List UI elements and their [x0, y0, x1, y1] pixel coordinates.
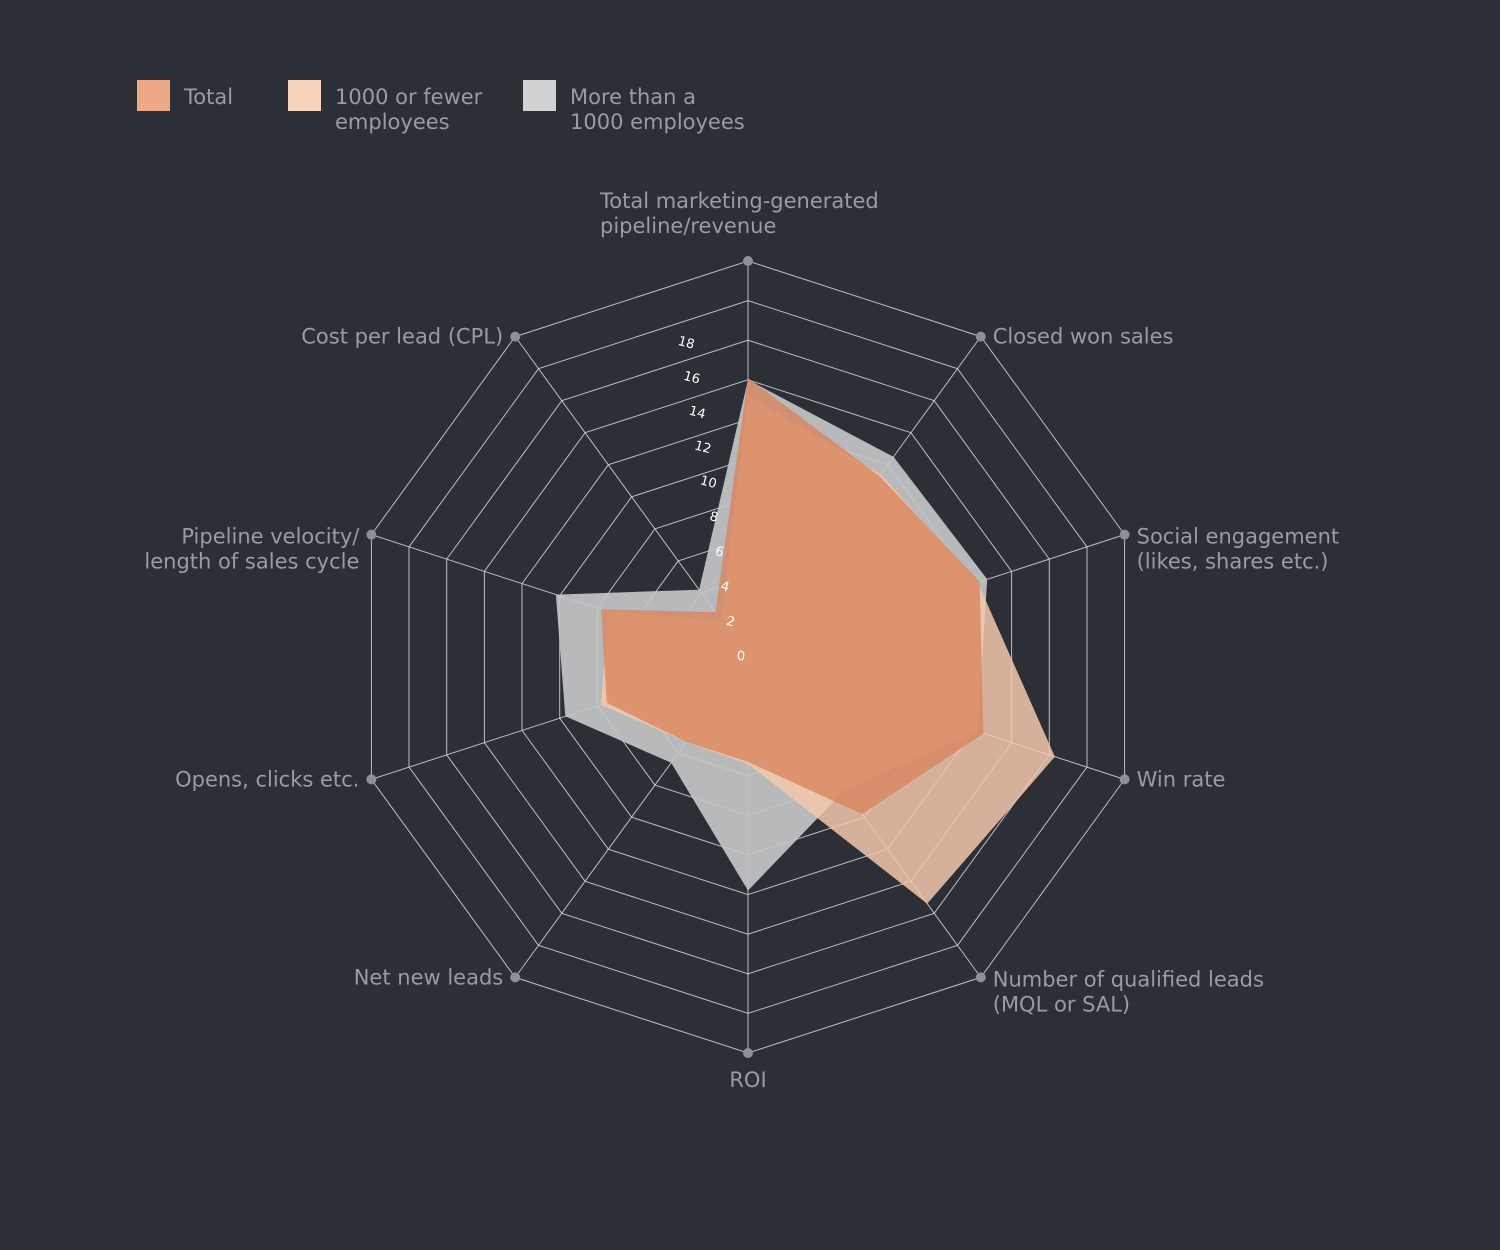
tick-label: 4 [719, 579, 731, 596]
tick-label: 8 [708, 509, 720, 526]
tick-label: 2 [725, 614, 737, 631]
legend: Total 1000 or fewer employees More than a 10… [137, 80, 745, 134]
series-areas [555, 377, 1055, 904]
tick-label: 14 [687, 404, 707, 423]
axis-label: Social engagement (likes, shares etc.) [1137, 525, 1340, 574]
legend-label: More than a 1000 employees [570, 85, 745, 134]
tick-label: 18 [676, 334, 696, 353]
axis-end-dot [743, 256, 753, 266]
axis-end-dot [510, 331, 521, 342]
tick-label: 12 [693, 439, 713, 458]
tick-label: 0 [737, 650, 745, 665]
series-area [601, 377, 984, 814]
axis-label: Opens, clicks etc. [175, 767, 359, 791]
axis-label: Pipeline velocity/length of sales cycle [144, 525, 360, 574]
grid-spoke [514, 336, 726, 626]
axis-labels: Total marketing-generated pipeline/revenu… [144, 189, 1339, 1092]
tick-label: 6 [713, 544, 725, 561]
axis-label: ROI [729, 1068, 766, 1092]
tick-labels: 0 2 4 6 8 10 12 14 16 18 [676, 334, 745, 665]
axis-end-dot [743, 1048, 753, 1058]
tick-label: 16 [682, 369, 702, 388]
axis-label: Net new leads [354, 965, 504, 989]
axis-label: Cost per lead (CPL) [301, 325, 503, 349]
axis-end-dot [975, 331, 986, 342]
axis-label: Total marketing-generated pipeline/revenu… [599, 189, 879, 238]
legend-item: More than a 1000 employees [523, 80, 745, 134]
axis-end-dot [366, 774, 377, 785]
legend-swatch [288, 80, 321, 111]
legend-swatch [523, 80, 556, 111]
legend-label: Total [183, 85, 233, 109]
tick-label: 10 [698, 473, 718, 492]
axis-end-dot [1119, 774, 1130, 785]
axis-end-dot [366, 529, 377, 540]
legend-item: 1000 or fewer employees [288, 80, 483, 134]
legend-item: Total [137, 80, 233, 111]
axis-end-dot [975, 972, 986, 983]
axis-end-dot [510, 972, 521, 983]
axis-label: Win rate [1137, 767, 1226, 791]
axis-label: Number of qualified leads (MQL or SAL) [993, 967, 1264, 1016]
axis-end-dot [1119, 529, 1130, 540]
axis-label: Closed won sales [993, 325, 1174, 349]
legend-swatch [137, 80, 170, 111]
legend-label: 1000 or fewer employees [335, 85, 483, 134]
